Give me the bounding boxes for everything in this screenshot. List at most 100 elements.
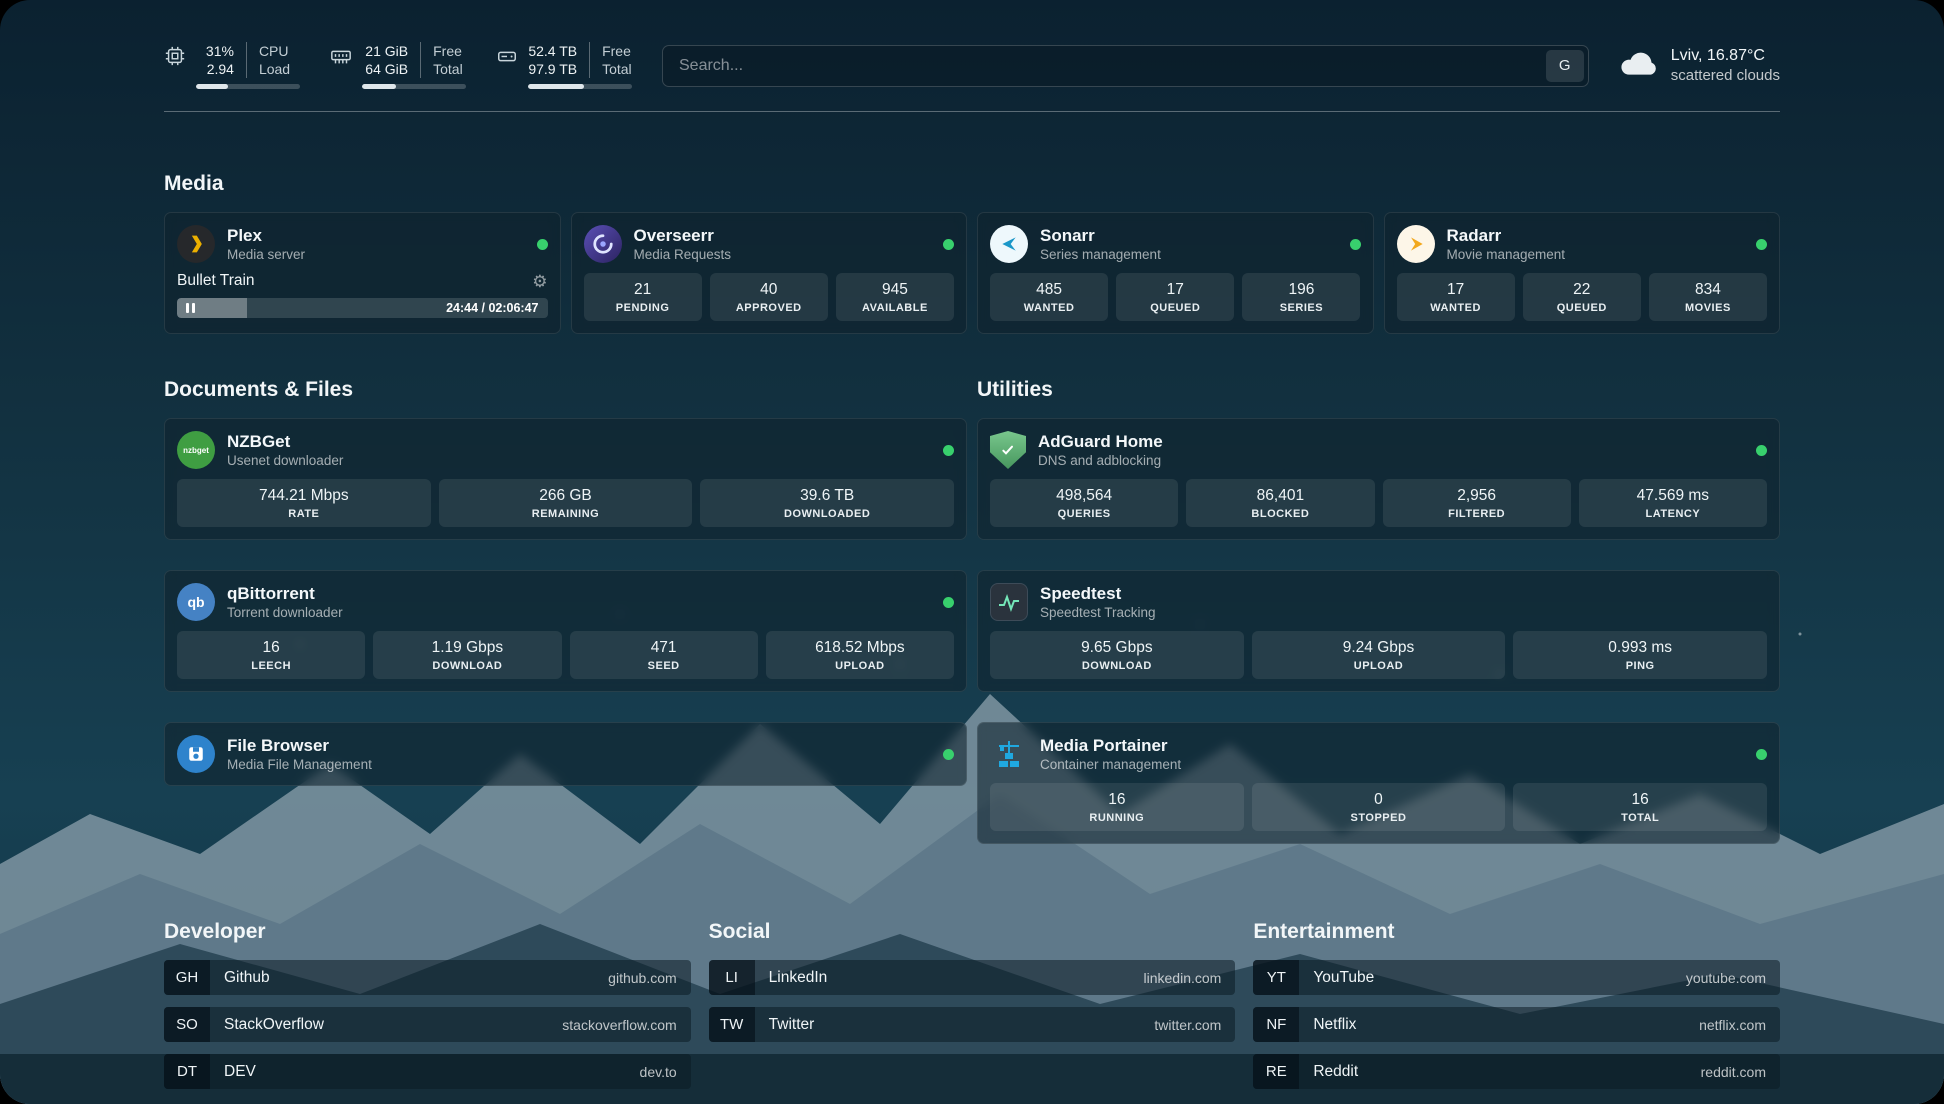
disk-total-value: 97.9 TB xyxy=(528,61,578,77)
playback-progress-bar[interactable]: 24:44 / 02:06:47 xyxy=(177,298,548,318)
bookmark-github[interactable]: GH Github github.com xyxy=(164,960,691,995)
stat-upload: 9.24 Gbps UPLOAD xyxy=(1251,631,1506,679)
nzbget-icon: nzbget xyxy=(177,431,215,469)
status-dot xyxy=(943,596,954,608)
cpu-usage-value: 31% xyxy=(205,43,234,59)
bookmark-netflix[interactable]: NF Netflix netflix.com xyxy=(1253,1007,1780,1042)
cpu-label: CPU xyxy=(245,42,300,60)
stat-upload: 618.52 Mbps UPLOAD xyxy=(765,631,954,679)
stat-stopped: 0 STOPPED xyxy=(1251,783,1506,831)
sonarr-card[interactable]: Sonarr Series management 485 WANTED 17 QUE… xyxy=(977,212,1374,334)
nzbget-card[interactable]: nzbget NZBGet Usenet downloader 744.21 M… xyxy=(164,418,967,540)
bookmark-youtube[interactable]: YT YouTube youtube.com xyxy=(1253,960,1780,995)
radarr-icon xyxy=(1396,225,1435,263)
disk-progress-fill xyxy=(528,84,585,89)
stat-series: 196 SERIES xyxy=(1242,273,1361,321)
weather-condition: scattered clouds xyxy=(1670,67,1780,84)
cpu-icon xyxy=(164,45,186,67)
memory-free-label: Free xyxy=(420,42,466,60)
qbittorrent-card[interactable]: qb qBittorrent Torrent downloader 16 LEEC… xyxy=(164,570,967,692)
stat-leech: 16 LEECH xyxy=(177,631,366,679)
bookmark-name: Reddit xyxy=(1313,1062,1359,1080)
disk-icon xyxy=(496,45,518,67)
service-title: Speedtest xyxy=(1040,584,1122,603)
bookmark-abbr: DT xyxy=(164,1054,210,1089)
bookmark-url: reddit.com xyxy=(1700,1063,1766,1080)
bookmark-abbr: YT xyxy=(1253,960,1300,995)
bookmark-url: twitter.com xyxy=(1154,1016,1222,1033)
memory-widget: 21 GiB Free 64 GiB Total xyxy=(330,42,466,89)
search-input[interactable] xyxy=(663,56,1546,75)
disk-progress-track xyxy=(528,84,632,89)
service-title: Overseerr xyxy=(633,226,714,245)
disk-widget: 52.4 TB Free 97.9 TB Total xyxy=(496,42,632,89)
service-title: qBittorrent xyxy=(227,584,315,603)
overseerr-card[interactable]: Overseerr Media Requests 21 PENDING 40 APP… xyxy=(570,212,967,334)
developer-bookmarks: Developer GH Github github.com SO StackO… xyxy=(164,920,691,1089)
stat-blocked: 86,401 BLOCKED xyxy=(1186,479,1375,527)
service-subtitle: Movie management xyxy=(1446,247,1566,262)
filebrowser-card[interactable]: File Browser Media File Management xyxy=(164,722,967,786)
speedtest-card[interactable]: Speedtest Speedtest Tracking 9.65 Gbps DO… xyxy=(977,570,1780,692)
bookmark-name: Twitter xyxy=(768,1015,815,1033)
topbar: 31% CPU 2.94 Load xyxy=(164,42,1780,89)
sonarr-icon xyxy=(990,225,1028,263)
bookmark-url: github.com xyxy=(608,969,677,986)
bookmark-name: StackOverflow xyxy=(224,1015,324,1033)
bookmark-reddit[interactable]: RE Reddit reddit.com xyxy=(1253,1054,1780,1089)
stat-total: 16 TOTAL xyxy=(1513,783,1767,831)
stat-queued: 17 QUEUED xyxy=(1116,273,1235,321)
bookmark-url: netflix.com xyxy=(1699,1016,1766,1033)
service-title: Radarr xyxy=(1446,226,1502,245)
bookmark-name: DEV xyxy=(224,1062,256,1080)
service-subtitle: Media Requests xyxy=(633,247,732,262)
filebrowser-icon xyxy=(177,735,215,773)
portainer-crane-icon xyxy=(990,735,1028,773)
status-dot xyxy=(943,238,954,250)
bookmark-abbr: LI xyxy=(708,960,755,995)
cpu-progress-fill xyxy=(196,84,229,89)
memory-free-value: 21 GiB xyxy=(365,43,409,59)
stat-filtered: 2,956 FILTERED xyxy=(1382,479,1571,527)
service-title: AdGuard Home xyxy=(1038,432,1163,451)
service-subtitle: Speedtest Tracking xyxy=(1040,605,1156,620)
documents-column: Documents & Files nzbget NZBGet Usenet d… xyxy=(164,378,967,786)
plex-card[interactable]: Plex Media server Bullet Train ⚙ 24:44 /… xyxy=(164,212,561,334)
stat-ping: 0.993 ms PING xyxy=(1513,631,1767,679)
status-dot xyxy=(943,748,954,760)
search-provider-button[interactable]: G xyxy=(1545,49,1584,82)
bookmark-abbr: GH xyxy=(164,960,210,995)
service-subtitle: Media File Management xyxy=(227,757,372,772)
overseerr-icon xyxy=(583,225,622,263)
bookmark-name: Netflix xyxy=(1313,1015,1357,1033)
bookmark-abbr: NF xyxy=(1253,1007,1300,1042)
memory-progress-fill xyxy=(362,84,397,89)
status-dot xyxy=(1756,748,1767,760)
bookmark-abbr: TW xyxy=(708,1007,755,1042)
adguard-card[interactable]: AdGuard Home DNS and adblocking 498,564 Q… xyxy=(977,418,1780,540)
stat-download: 1.19 Gbps DOWNLOAD xyxy=(373,631,562,679)
cpu-load-label: Load xyxy=(245,60,300,78)
bookmark-name: Github xyxy=(224,968,270,986)
stat-available: 945 AVAILABLE xyxy=(835,273,954,321)
utilities-section-title: Utilities xyxy=(977,378,1053,401)
status-dot xyxy=(1756,238,1767,250)
bookmark-abbr: SO xyxy=(164,1007,210,1042)
service-subtitle: Torrent downloader xyxy=(227,605,343,620)
bookmark-stackoverflow[interactable]: SO StackOverflow stackoverflow.com xyxy=(164,1007,691,1042)
pause-icon[interactable] xyxy=(186,303,195,313)
bookmark-twitter[interactable]: TW Twitter twitter.com xyxy=(708,1007,1236,1042)
stat-wanted: 17 WANTED xyxy=(1396,273,1515,321)
entertainment-bookmarks: Entertainment YT YouTube youtube.com NF … xyxy=(1253,920,1780,1089)
gear-icon[interactable]: ⚙ xyxy=(532,271,548,291)
radarr-card[interactable]: Radarr Movie management 17 WANTED 22 QUEUE… xyxy=(1383,212,1780,334)
stat-approved: 40 APPROVED xyxy=(709,273,828,321)
service-subtitle: Media server xyxy=(227,247,306,262)
search-bar: G xyxy=(662,44,1589,87)
bookmark-dev[interactable]: DT DEV dev.to xyxy=(164,1054,691,1089)
developer-section-title: Developer xyxy=(164,920,266,943)
bookmark-linkedin[interactable]: LI LinkedIn linkedin.com xyxy=(708,960,1236,995)
stat-latency: 47.569 ms LATENCY xyxy=(1578,479,1767,527)
portainer-card[interactable]: Media Portainer Container management 16 R… xyxy=(977,722,1780,844)
